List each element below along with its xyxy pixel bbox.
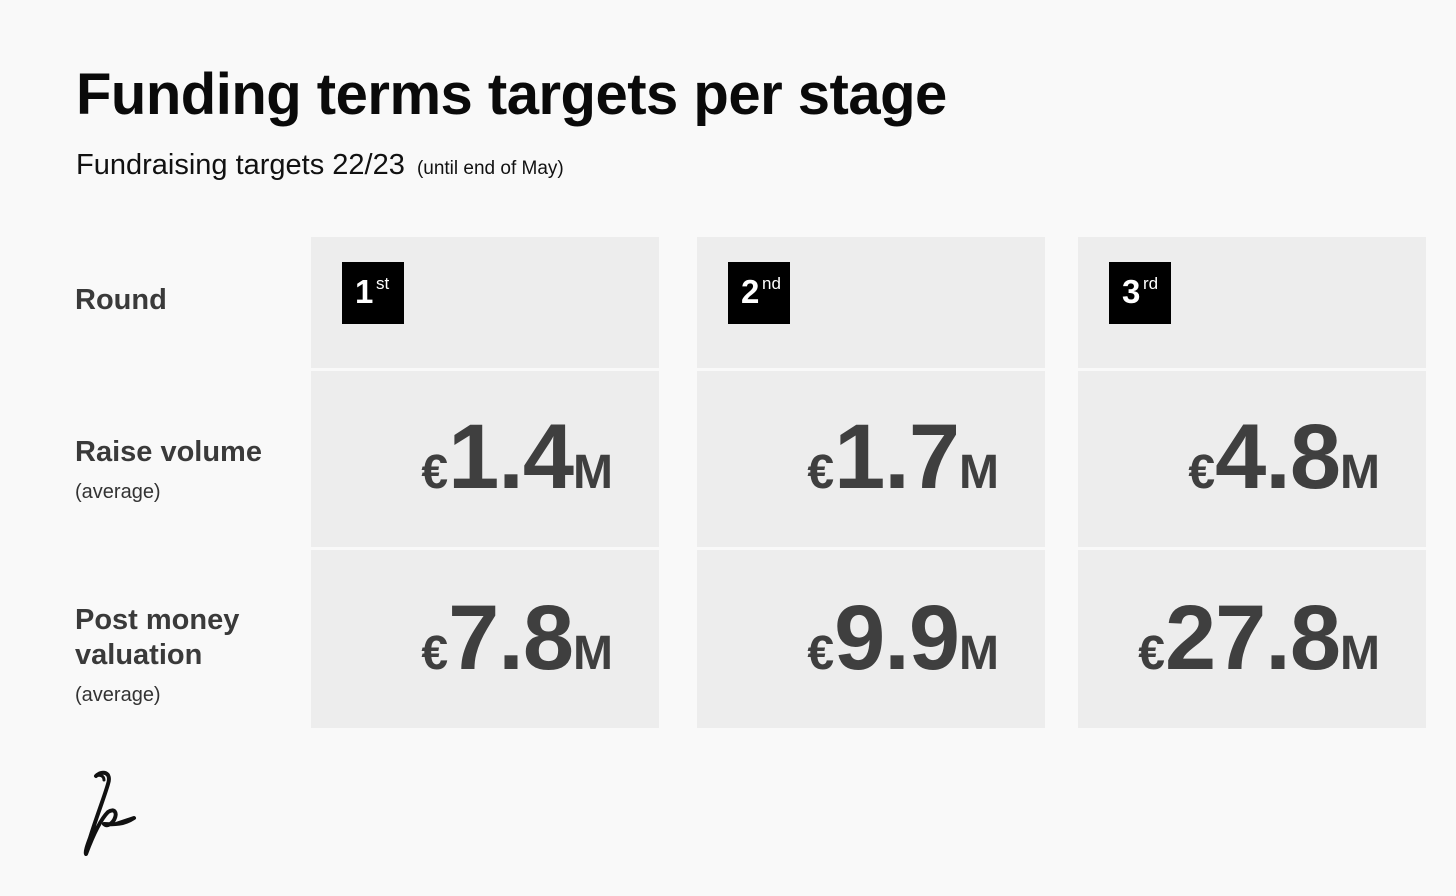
raise-volume-cell: €1.7M	[697, 371, 1045, 547]
amount-value: 1.7	[834, 406, 960, 508]
round-column-1: 1 st €1.4M €7.8M	[311, 237, 659, 728]
round-suffix: nd	[762, 274, 781, 293]
raise-volume-amount: €1.4M	[421, 411, 613, 503]
post-money-cell: €9.9M	[697, 550, 1045, 728]
amount-value: 27.8	[1164, 587, 1341, 689]
row-label-raise-volume-text: Raise volume	[75, 436, 262, 468]
post-money-cell: €27.8M	[1078, 550, 1426, 728]
currency-symbol: €	[807, 446, 835, 499]
round-cell: 2 nd	[697, 237, 1045, 368]
amount-unit: M	[573, 627, 613, 680]
round-cell: 3 rd	[1078, 237, 1426, 368]
round-badge: 2 nd	[728, 262, 790, 324]
post-money-amount: €9.9M	[807, 592, 999, 684]
round-column-2: 2 nd €1.7M €9.9M	[697, 237, 1045, 728]
raise-volume-amount: €1.7M	[807, 411, 999, 503]
post-money-amount: €27.8M	[1138, 592, 1380, 684]
currency-symbol: €	[421, 446, 449, 499]
amount-unit: M	[1340, 446, 1380, 499]
amount-value: 4.8	[1215, 406, 1341, 508]
row-label-post-money-line2: valuation	[75, 639, 203, 671]
raise-volume-cell: €4.8M	[1078, 371, 1426, 547]
signature-logo-icon	[83, 770, 136, 856]
post-money-cell: €7.8M	[311, 550, 659, 728]
subtitle-note: (until end of May)	[416, 158, 564, 179]
round-cell: 1 st	[311, 237, 659, 368]
currency-symbol: €	[1138, 627, 1165, 680]
row-label-post-money: Post money valuation (average)	[75, 603, 239, 707]
round-number: 2	[741, 273, 760, 310]
page-subtitle: Fundraising targets 22/23 (until end of …	[76, 149, 564, 182]
amount-value: 9.9	[834, 587, 960, 689]
row-label-round: Round	[75, 283, 167, 318]
round-number: 3	[1122, 273, 1141, 310]
round-badge: 1 st	[342, 262, 404, 324]
currency-symbol: €	[1188, 446, 1216, 499]
round-badge: 3 rd	[1109, 262, 1171, 324]
row-sublabel-post-money: (average)	[75, 684, 161, 706]
subtitle-text: Fundraising targets 22/23	[76, 149, 405, 181]
round-suffix: rd	[1143, 274, 1159, 293]
row-label-post-money-line1: Post money	[75, 604, 240, 636]
amount-unit: M	[959, 627, 999, 680]
post-money-amount: €7.8M	[421, 592, 613, 684]
amount-unit: M	[959, 446, 999, 499]
amount-unit: M	[1340, 627, 1380, 680]
round-number: 1	[355, 273, 374, 310]
round-suffix: st	[376, 274, 390, 293]
currency-symbol: €	[421, 627, 449, 680]
row-label-raise-volume: Raise volume (average)	[75, 435, 262, 504]
page-title: Funding terms targets per stage	[76, 62, 947, 127]
row-sublabel-raise-volume: (average)	[75, 481, 161, 503]
row-label-round-text: Round	[75, 284, 167, 316]
round-column-3: 3 rd €4.8M €27.8M	[1078, 237, 1426, 728]
raise-volume-cell: €1.4M	[311, 371, 659, 547]
amount-value: 1.4	[448, 406, 574, 508]
raise-volume-amount: €4.8M	[1188, 411, 1380, 503]
amount-value: 7.8	[448, 587, 574, 689]
currency-symbol: €	[807, 627, 835, 680]
amount-unit: M	[573, 446, 613, 499]
